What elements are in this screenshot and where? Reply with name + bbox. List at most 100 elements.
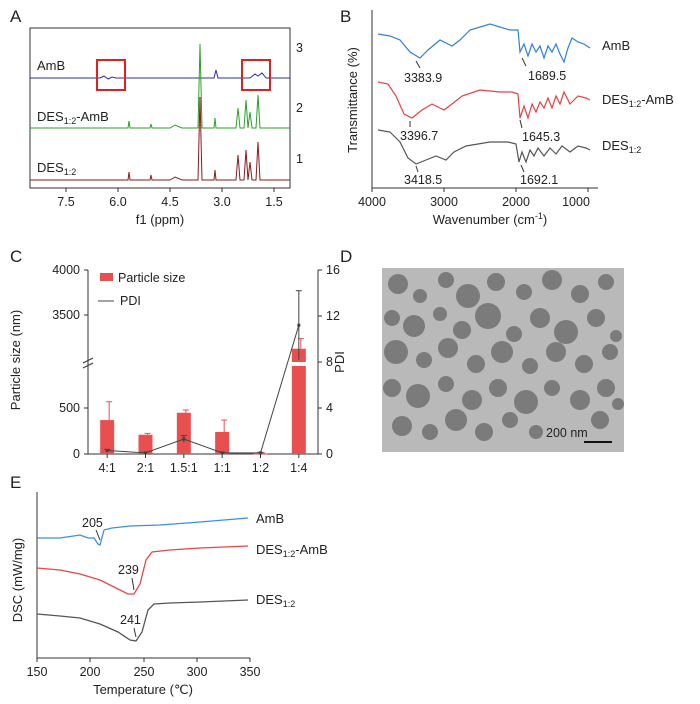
- dsc-tick-200: 200: [80, 665, 101, 679]
- tem-particle-8: [598, 274, 614, 290]
- bar-1:4: [291, 348, 306, 454]
- tem-particle-12: [453, 321, 471, 339]
- nmr-index-2: 2: [296, 101, 303, 115]
- scale-bar-text: 200 nm: [546, 426, 588, 440]
- tem-particle-16: [554, 320, 578, 344]
- tem-particle-10: [403, 315, 425, 337]
- nmr-label-des: DES1:2: [37, 160, 76, 177]
- bar-break-1:4: [290, 362, 307, 366]
- tem-particle-6: [542, 270, 562, 290]
- pdi-line-group: [104, 290, 302, 455]
- size-tick-4000: 4000: [52, 263, 80, 277]
- dsc-peak-239: 239: [118, 563, 139, 577]
- bar-4:1: [100, 420, 115, 454]
- dsc-label-amb: AmB: [256, 511, 284, 526]
- category-label-1:1: 1:1: [213, 461, 230, 475]
- nmr-tick-1.5: 1.5: [265, 195, 282, 209]
- dsc-tick-250: 250: [134, 665, 155, 679]
- highlight-box-left: [96, 59, 126, 91]
- pdi-y-ticks: 0 4 8 12 16: [318, 263, 340, 461]
- pdi-point-1:4: [297, 323, 301, 327]
- dsc-trace-des: [36, 599, 249, 642]
- bar-2:1: [138, 434, 153, 454]
- legend-swatch-particle-size: [100, 273, 113, 281]
- legend-pdi: PDI: [120, 294, 141, 308]
- panel-d-label: D: [340, 247, 352, 266]
- dsc-peak-arrow-241: [133, 627, 137, 638]
- tem-particle-37: [392, 416, 412, 436]
- panel-e: E DSC (mW/mg) AmB DES1:2-AmB DES1:2 205 …: [10, 473, 328, 697]
- tem-particles: [383, 270, 624, 441]
- tem-particle-28: [383, 379, 401, 397]
- ftir-tick-2000: 2000: [502, 195, 530, 209]
- ftir-x-label: Wavenumber (cm-1): [433, 211, 547, 227]
- tem-particle-29: [406, 384, 430, 408]
- dsc-tick-150: 150: [27, 665, 48, 679]
- tem-particle-18: [610, 330, 622, 342]
- tem-particle-39: [445, 409, 467, 431]
- size-tick-0: 0: [73, 447, 80, 461]
- ftir-peak-1689.5: 1689.5: [528, 69, 566, 83]
- pdi-tick-4: 4: [326, 401, 333, 415]
- tem-particle-26: [575, 355, 593, 373]
- ftir-peak-arrow-2: [521, 57, 527, 67]
- ftir-trace-des: [377, 129, 591, 165]
- tem-particle-36: [597, 379, 615, 397]
- panel-b-label: B: [340, 7, 351, 26]
- dsc-trace-des-amb: [36, 545, 249, 595]
- pdi-tick-8: 8: [326, 355, 333, 369]
- nmr-index-1: 1: [296, 152, 303, 166]
- pdi-line: [107, 325, 300, 454]
- dsc-peak-241: 241: [120, 613, 141, 627]
- tem-particle-27: [602, 344, 618, 360]
- dsc-tick-350: 350: [240, 665, 261, 679]
- ftir-label-amb: AmB: [602, 38, 630, 53]
- pdi-tick-12: 12: [326, 309, 340, 323]
- ftir-y-label: Transmittance (%): [345, 47, 360, 153]
- nmr-label-amb: AmB: [37, 58, 65, 73]
- tem-particle-33: [514, 390, 538, 414]
- ftir-peak-arrow-4: [519, 119, 523, 129]
- tem-particle-15: [530, 308, 550, 328]
- ftir-label-des-amb: DES1:2-AmB: [602, 92, 674, 109]
- nmr-trace-des-amb: [30, 43, 290, 129]
- dsc-peak-205: 205: [82, 516, 103, 530]
- tem-particle-35: [570, 390, 590, 410]
- bars-group: [100, 338, 307, 455]
- ftir-peak-arrow-6: [520, 164, 525, 173]
- bar-1:1: [215, 432, 230, 454]
- nmr-trace-amb: [30, 69, 290, 80]
- tem-particle-11: [433, 307, 447, 321]
- ftir-peak-3383.9: 3383.9: [404, 71, 442, 85]
- tem-particle-5: [516, 284, 532, 300]
- pdi-point-1.5:1: [182, 437, 186, 441]
- panel-a-frame: [29, 27, 291, 189]
- nmr-tick-6.0: 6.0: [109, 195, 126, 209]
- tem-particle-14: [506, 326, 522, 342]
- category-labels: 4:1 2:1 1.5:1 1:1 1:2 1:4: [98, 454, 308, 475]
- dsc-tick-300: 300: [187, 665, 208, 679]
- ftir-tick-3000: 3000: [430, 195, 458, 209]
- panel-b: B Transmittance (%) AmB DES1:2-AmB DES1:…: [340, 7, 674, 227]
- tem-particle-4: [487, 273, 505, 291]
- tem-particle-17: [587, 309, 605, 327]
- ftir-peak-1692.1: 1692.1: [520, 173, 558, 187]
- ftir-peak-3396.7: 3396.7: [400, 129, 438, 143]
- tem-particle-3: [456, 284, 480, 308]
- dsc-x-ticks: 150 200 250 300 350: [27, 658, 261, 679]
- dsc-x-label: Temperature (℃): [93, 682, 193, 697]
- ftir-peak-arrow-1: [415, 60, 421, 69]
- panel-d: D 200 nm: [340, 247, 624, 452]
- nmr-tick-4.5: 4.5: [161, 195, 178, 209]
- nmr-x-axis: 7.5 6.0 4.5 3.0 1.5 f1 (ppm): [57, 188, 283, 227]
- category-label-2:1: 2:1: [137, 461, 154, 475]
- tem-particle-34: [544, 380, 560, 396]
- nmr-label-des-amb: DES1:2-AmB: [37, 109, 109, 126]
- size-y-label: Particle size (nm): [8, 310, 23, 410]
- tem-particle-9: [384, 310, 400, 326]
- size-tick-3500: 3500: [52, 308, 80, 322]
- ftir-peak-3418.5: 3418.5: [404, 173, 442, 187]
- category-label-1.5:1: 1.5:1: [170, 461, 198, 475]
- nmr-index-3: 3: [296, 41, 303, 55]
- pdi-point-1:2: [259, 451, 262, 455]
